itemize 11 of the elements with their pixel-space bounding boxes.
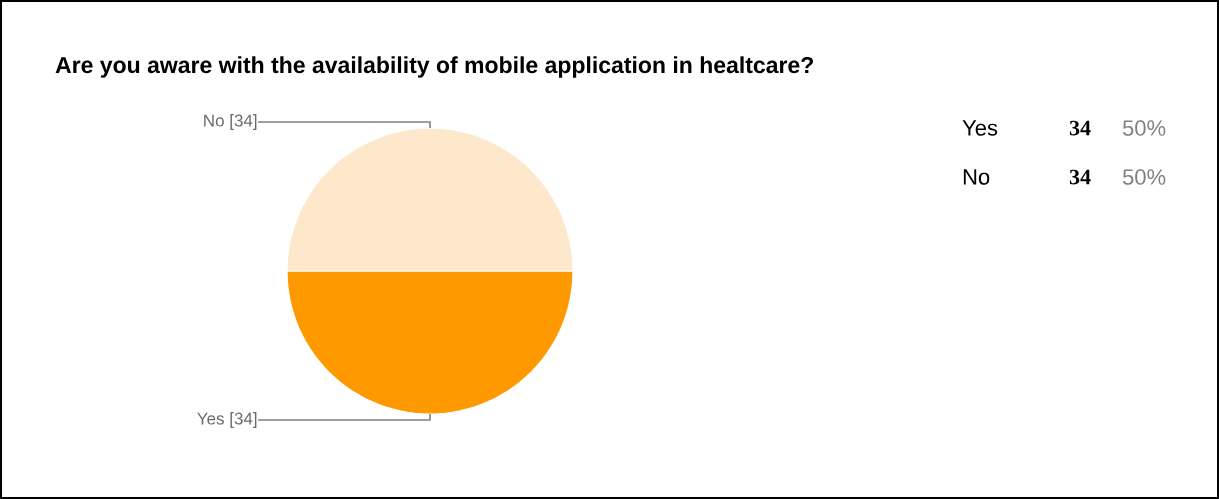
text: 34 [1069, 120, 1091, 136]
text: 34 [1069, 169, 1091, 185]
category-label: Yes [962, 120, 998, 136]
text: 50% [1122, 169, 1166, 185]
text: 50% [1122, 120, 1166, 136]
chart-title: Are you aware with the availability of mobile application in healtcare? [55, 56, 813, 78]
data-label: [34] [230, 412, 257, 428]
data-label: [34] [230, 114, 257, 130]
slice-label: No [204, 114, 224, 127]
slice-label: Yes [197, 412, 224, 425]
category-label: No [963, 169, 990, 185]
